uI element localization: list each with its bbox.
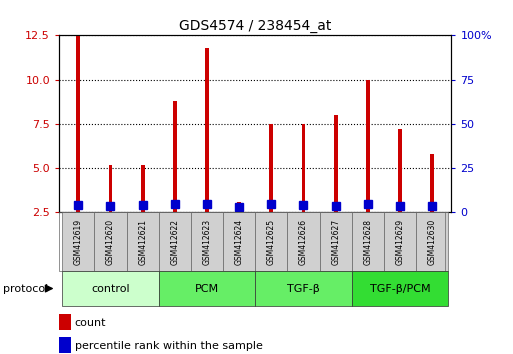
Bar	[159, 271, 255, 306]
Bar	[320, 212, 352, 271]
Bar	[59, 337, 71, 353]
Text: TGF-β: TGF-β	[287, 284, 320, 293]
Bar	[62, 212, 94, 271]
Text: control: control	[91, 284, 130, 293]
Text: GSM412627: GSM412627	[331, 218, 340, 265]
Bar	[205, 48, 209, 212]
Text: GSM412619: GSM412619	[74, 218, 83, 265]
Text: GSM412624: GSM412624	[234, 218, 244, 265]
Bar	[109, 165, 112, 212]
Text: GSM412620: GSM412620	[106, 218, 115, 265]
Text: count: count	[75, 318, 106, 328]
Text: GSM412629: GSM412629	[396, 218, 404, 265]
Title: GDS4574 / 238454_at: GDS4574 / 238454_at	[179, 19, 331, 33]
Bar	[159, 212, 191, 271]
Bar	[333, 115, 338, 212]
Bar	[366, 80, 370, 212]
Bar	[141, 165, 145, 212]
Bar	[127, 212, 159, 271]
Bar	[352, 212, 384, 271]
Text: GSM412621: GSM412621	[138, 219, 147, 264]
Text: GSM412623: GSM412623	[203, 218, 211, 265]
Bar	[59, 314, 71, 331]
Bar	[76, 35, 80, 212]
Bar	[384, 212, 416, 271]
Text: protocol: protocol	[3, 284, 48, 293]
Bar	[352, 271, 448, 306]
Text: TGF-β/PCM: TGF-β/PCM	[370, 284, 430, 293]
Bar	[223, 212, 255, 271]
Bar	[255, 271, 352, 306]
Text: GSM412630: GSM412630	[428, 218, 437, 265]
Bar	[430, 154, 434, 212]
Bar	[398, 129, 402, 212]
Bar	[237, 202, 241, 212]
Text: GSM412625: GSM412625	[267, 218, 276, 265]
Bar	[191, 212, 223, 271]
Bar	[255, 212, 287, 271]
Bar	[416, 212, 448, 271]
Bar	[287, 212, 320, 271]
Text: percentile rank within the sample: percentile rank within the sample	[75, 341, 263, 351]
Text: GSM412628: GSM412628	[363, 219, 372, 264]
Bar	[173, 101, 176, 212]
Bar	[302, 124, 305, 212]
Text: GSM412622: GSM412622	[170, 219, 180, 264]
Bar	[269, 124, 273, 212]
Bar	[94, 212, 127, 271]
Text: PCM: PCM	[195, 284, 219, 293]
Text: GSM412626: GSM412626	[299, 218, 308, 265]
Bar	[62, 271, 159, 306]
